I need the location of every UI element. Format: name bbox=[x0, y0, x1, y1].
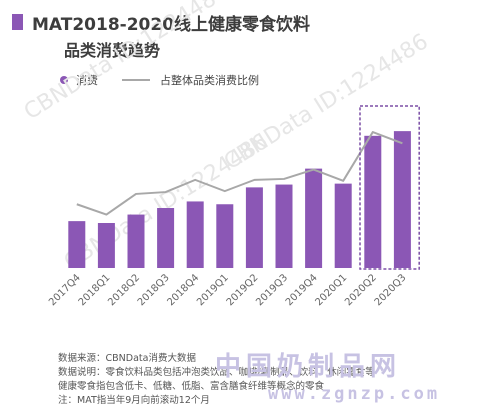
watermark-site-url: www.zgnzp.com bbox=[268, 384, 441, 404]
x-tick-label: 2020Q2 bbox=[343, 272, 379, 308]
bar-2019Q1 bbox=[216, 204, 234, 268]
chart-title: MAT2018-2020线上健康零食饮料 bbox=[32, 15, 311, 35]
bar-2019Q2 bbox=[245, 187, 263, 268]
bar-2018Q3 bbox=[157, 208, 175, 268]
x-tick-label: 2018Q3 bbox=[136, 272, 172, 308]
x-tick-label: 2018Q4 bbox=[165, 272, 201, 308]
bar-2018Q4 bbox=[186, 201, 204, 268]
legend-line-icon bbox=[122, 79, 150, 81]
note-description: 数据说明：零食饮料品类包括冲泡类饮品、咖啡/乳制品、饮料、休闲零食等 bbox=[58, 367, 375, 378]
bar-2017Q4 bbox=[68, 221, 86, 268]
chart-subtitle: 品类消费趋势 bbox=[64, 41, 161, 60]
x-tick-label: 2019Q3 bbox=[254, 272, 290, 308]
watermark-site-name: 中国奶制品网 bbox=[215, 352, 402, 382]
title-accent-bar bbox=[12, 14, 23, 30]
x-tick-label: 2019Q1 bbox=[195, 272, 231, 308]
watermark-diagonal-text: CBNData ID:1224486 bbox=[20, 0, 233, 125]
x-tick-label: 2018Q1 bbox=[77, 272, 113, 308]
note-health-definition: 健康零食指包含低卡、低糖、低脂、富含膳食纤维等概念的零食 bbox=[58, 381, 325, 392]
highlight-box bbox=[359, 105, 420, 270]
bar-2020Q1 bbox=[334, 183, 352, 268]
bar-2019Q3 bbox=[275, 184, 293, 268]
legend-line-label: 占整体品类消费比例 bbox=[160, 74, 259, 87]
x-tick-label: 2017Q4 bbox=[47, 272, 83, 308]
legend-line: 占整体品类消费比例 bbox=[122, 72, 259, 88]
legend-bar: 消费 bbox=[60, 72, 98, 88]
bar-2018Q2 bbox=[127, 214, 145, 268]
bar-2020Q2 bbox=[364, 135, 382, 268]
note-mat: 注：MAT指当年9月向前滚动12个月 bbox=[58, 395, 210, 406]
x-tick-label: 2019Q4 bbox=[284, 272, 320, 308]
bar-2020Q3 bbox=[393, 131, 411, 268]
x-tick-label: 2019Q2 bbox=[225, 272, 261, 308]
x-tick-label: 2018Q2 bbox=[106, 272, 142, 308]
note-source: 数据来源：CBNData消费大数据 bbox=[58, 353, 196, 364]
bar-2019Q4 bbox=[305, 168, 323, 268]
legend-bar-label: 消费 bbox=[76, 74, 98, 87]
x-tick-label: 2020Q1 bbox=[313, 272, 349, 308]
x-tick-label: 2020Q3 bbox=[373, 272, 409, 308]
bar-2018Q1 bbox=[97, 223, 115, 268]
line-share-of-category bbox=[76, 131, 403, 216]
legend-dot-icon bbox=[60, 76, 68, 84]
